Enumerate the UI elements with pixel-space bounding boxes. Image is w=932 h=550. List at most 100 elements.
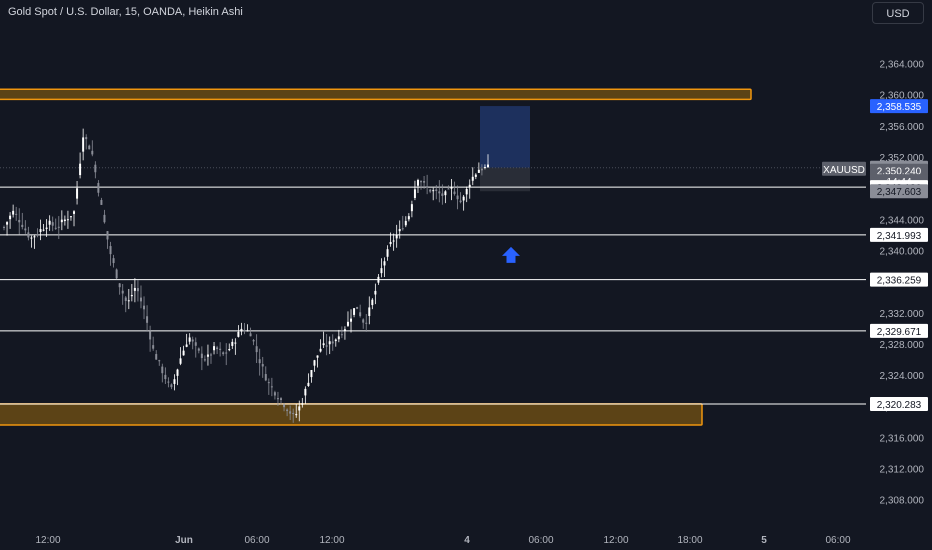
candle-body: [30, 237, 33, 239]
price-tag-label: 2,336.259: [877, 276, 922, 287]
symbol-tag-label: XAUUSD: [823, 165, 865, 176]
candle-body: [176, 369, 179, 376]
candle-body: [322, 343, 325, 346]
candle-body: [130, 294, 133, 297]
y-tick-label: 2,312.000: [880, 465, 925, 476]
support-zone: [0, 403, 703, 426]
candle-body: [264, 374, 267, 381]
candle-body: [404, 220, 407, 226]
candle-body: [395, 234, 398, 239]
candle-body: [383, 261, 386, 266]
zones-layer: [0, 88, 752, 426]
up-arrow-icon: [502, 246, 520, 263]
chart-title: Gold Spot / U.S. Dollar, 15, OANDA, Heik…: [8, 6, 243, 18]
candle-body: [258, 359, 261, 364]
price-tag-bg: [870, 323, 928, 338]
candle-body: [444, 191, 447, 196]
price-tag-label: 2,341.993: [877, 231, 922, 242]
candle-body: [82, 137, 85, 152]
candle-body: [392, 240, 395, 242]
x-tick-label: 06:00: [825, 535, 850, 546]
candle-body: [97, 182, 100, 193]
candle-body: [149, 331, 152, 340]
price-tag-bg: [870, 227, 928, 242]
candle-body: [155, 354, 158, 360]
horizontal-lines-layer: [0, 167, 866, 405]
candle-body: [48, 220, 51, 225]
price-axis: 2,364.000 2,360.000 2,356.000 2,352.000 2,34…: [880, 59, 925, 506]
candle-body: [359, 312, 362, 317]
candle-body: [69, 216, 72, 218]
candle-body: [295, 414, 298, 416]
position-tool: [480, 106, 530, 192]
candle-body: [426, 186, 429, 188]
overlay-layer: [502, 246, 520, 263]
candle-body: [173, 379, 176, 384]
candle-body: [462, 196, 465, 201]
candle-body: [371, 299, 374, 306]
candle-body: [465, 189, 468, 195]
candle-body: [63, 219, 66, 222]
position-target-box: [480, 106, 530, 168]
candle-body: [158, 360, 161, 362]
candle-body: [179, 358, 182, 364]
y-tick-label: 2,356.000: [880, 122, 925, 133]
candle-body: [27, 232, 30, 238]
candle-body: [133, 287, 136, 291]
candle-body: [51, 222, 54, 226]
candle-body: [441, 193, 444, 196]
candle-body: [334, 339, 337, 342]
candle-body: [194, 342, 197, 346]
candle-body: [73, 211, 76, 214]
candle-body: [216, 347, 219, 350]
candle-body: [353, 308, 356, 315]
candle-body: [389, 241, 392, 245]
candle-body: [343, 329, 346, 331]
x-tick-label: 18:00: [677, 535, 702, 546]
x-tick-label: 06:00: [528, 535, 553, 546]
candle-body: [438, 191, 441, 194]
candle-body: [161, 366, 164, 374]
candle-body: [36, 234, 39, 236]
candle-body: [423, 181, 426, 183]
price-tag-bg: [870, 397, 928, 412]
candle-body: [307, 382, 310, 386]
candle-body: [450, 187, 453, 189]
candle-body: [398, 229, 401, 232]
candle-body: [237, 331, 240, 337]
candle-body: [164, 374, 167, 380]
x-tick-label: 12:00: [319, 535, 344, 546]
candle-body: [477, 169, 480, 173]
candle-body: [243, 330, 246, 332]
candle-body: [57, 226, 60, 228]
candle-body: [85, 137, 88, 140]
candle-body: [91, 150, 94, 155]
candle-body: [280, 398, 283, 400]
candle-body: [313, 360, 316, 366]
symbol-tag-bg: [822, 161, 866, 176]
candle-body: [3, 226, 5, 228]
candle-body: [331, 341, 334, 344]
candle-body: [209, 354, 212, 356]
candle-body: [167, 381, 170, 383]
price-tag-label: 2,329.671: [877, 327, 922, 338]
x-tick-label: 12:00: [603, 535, 628, 546]
x-tick-label: 06:00: [244, 535, 269, 546]
candle-body: [365, 322, 368, 324]
resistance-zone: [0, 88, 752, 101]
candle-body: [94, 164, 97, 173]
x-tick-label: 12:00: [35, 535, 60, 546]
y-tick-label: 2,352.000: [880, 153, 925, 164]
candle-body: [283, 404, 286, 408]
price-tags-layer: 2,358.5352,350.6172,350.24014:442,348.13…: [822, 99, 928, 412]
candle-body: [18, 219, 21, 223]
candle-body: [42, 229, 45, 231]
candle-body: [487, 164, 489, 168]
candle-body: [88, 145, 91, 150]
candle-body: [270, 386, 273, 388]
candle-body: [416, 179, 419, 186]
candle-body: [276, 398, 279, 400]
price-tag-bg: [870, 184, 928, 199]
currency-button[interactable]: USD: [872, 2, 924, 24]
